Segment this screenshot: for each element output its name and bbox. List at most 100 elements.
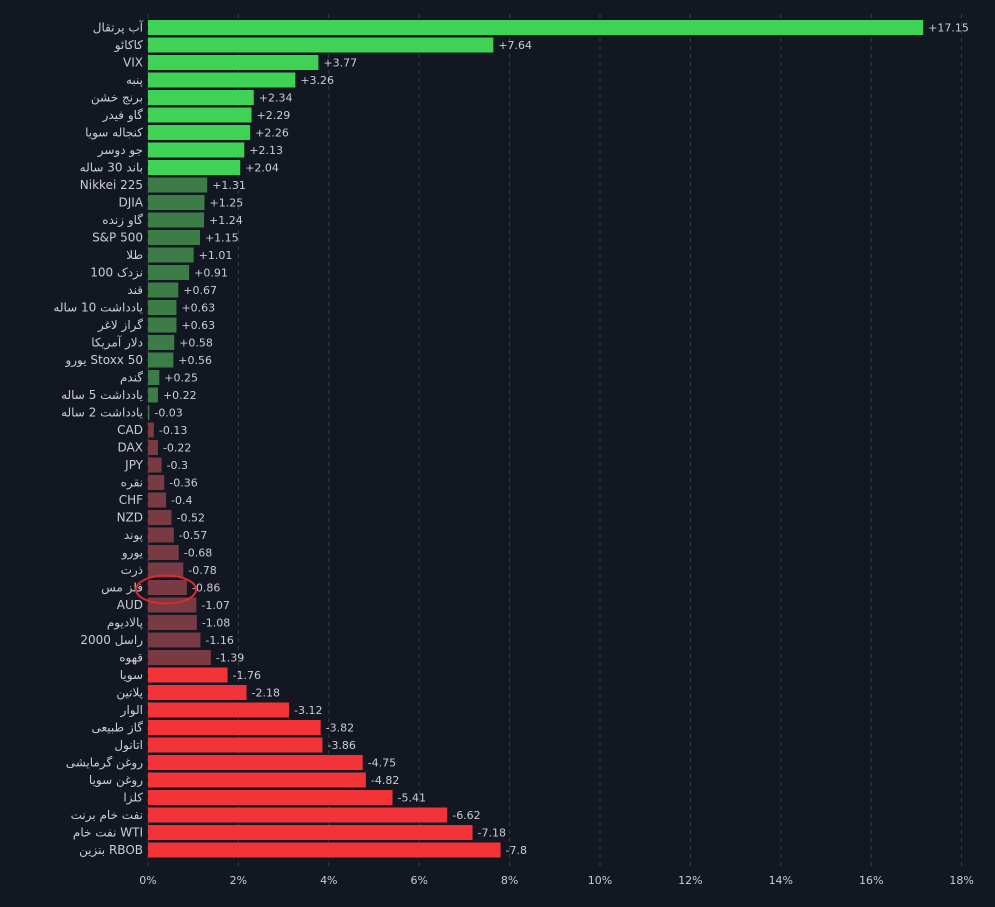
- value-label: +0.25: [164, 372, 198, 385]
- bar: [148, 230, 200, 245]
- x-tick-label: 8%: [501, 874, 518, 887]
- bar: [148, 527, 174, 543]
- x-tick-label: 0%: [139, 874, 156, 887]
- value-label: +3.26: [300, 74, 334, 87]
- value-label: +7.64: [498, 39, 532, 52]
- bar: [148, 825, 473, 840]
- value-label: -0.22: [163, 442, 191, 455]
- category-label: پلاتین: [116, 686, 143, 701]
- bar: [148, 685, 247, 700]
- value-label: -0.86: [192, 582, 220, 595]
- bar: [148, 90, 254, 105]
- value-label: +1.25: [210, 197, 244, 210]
- value-label: -0.36: [169, 477, 197, 490]
- category-label: باند 30 ساله: [80, 161, 143, 175]
- bar: [148, 282, 179, 298]
- value-label: -1.16: [205, 634, 233, 647]
- value-label: +3.77: [323, 57, 357, 70]
- category-label: AUD: [117, 598, 143, 612]
- value-label: -4.82: [371, 774, 399, 787]
- x-tick-label: 10%: [588, 874, 612, 887]
- value-label: -1.39: [216, 652, 244, 665]
- bar: [148, 317, 177, 333]
- value-label: +2.29: [257, 109, 291, 122]
- value-label: +1.31: [212, 179, 246, 192]
- bar: [148, 772, 366, 788]
- bar: [148, 107, 252, 123]
- value-label: +0.91: [194, 267, 228, 280]
- value-label: +0.58: [179, 337, 213, 350]
- category-label: یادداشت 10 ساله: [53, 301, 143, 315]
- category-label: پالادیوم: [107, 616, 143, 631]
- category-label: VIX: [123, 56, 143, 70]
- bar: [148, 650, 211, 665]
- category-label: قند: [127, 283, 143, 297]
- bar: [148, 370, 160, 385]
- value-label: +0.67: [183, 284, 217, 297]
- value-label: -0.4: [171, 494, 192, 507]
- category-label: نفت خام WTI: [73, 826, 143, 840]
- category-label: پوند: [124, 528, 143, 543]
- value-label: -3.82: [326, 722, 354, 735]
- category-label: ذرت: [121, 563, 143, 578]
- value-label: +2.04: [245, 162, 279, 175]
- x-tick-label: 18%: [949, 874, 973, 887]
- value-label: -7.18: [478, 827, 506, 840]
- bar: [148, 247, 194, 263]
- value-label: -7.8: [506, 844, 527, 857]
- bar: [148, 667, 228, 683]
- category-label: CHF: [119, 493, 143, 507]
- bar: [148, 580, 187, 595]
- value-label: +0.63: [181, 319, 215, 332]
- category-label: S&P 500: [92, 231, 143, 245]
- category-label: بنزین RBOB: [79, 843, 143, 858]
- bar: [148, 300, 177, 315]
- value-label: -1.76: [233, 669, 261, 682]
- bar: [148, 790, 393, 805]
- category-label: یادداشت 2 ساله: [61, 406, 143, 420]
- value-label: -3.86: [327, 739, 355, 752]
- value-label: +1.15: [205, 232, 239, 245]
- bar: [148, 405, 150, 420]
- category-label: کاکائو: [114, 38, 144, 53]
- category-label: نفت خام برنت: [71, 808, 143, 823]
- value-label: -3.12: [294, 704, 322, 717]
- value-label: -1.08: [202, 617, 230, 630]
- category-label: Nikkei 225: [80, 178, 143, 192]
- highlight-circle: [135, 574, 197, 605]
- category-label: قهوه: [119, 651, 143, 666]
- bar: [148, 597, 197, 613]
- category-label: نقره: [121, 476, 143, 491]
- category-label: دلار آمریکا: [91, 335, 143, 351]
- category-label: DAX: [118, 441, 143, 455]
- category-label: DJIA: [118, 196, 143, 210]
- value-label: -4.75: [368, 757, 396, 770]
- x-tick-label: 12%: [678, 874, 702, 887]
- x-tick-label: 16%: [859, 874, 883, 887]
- category-label: NZD: [117, 511, 143, 525]
- bar: [148, 160, 241, 175]
- bar: [148, 510, 172, 525]
- category-label: جو دوسر: [97, 143, 143, 158]
- bar: [148, 177, 208, 193]
- value-label: -5.41: [398, 792, 426, 805]
- value-label: -0.57: [179, 529, 207, 542]
- category-label: پنبه: [126, 73, 143, 87]
- bar: [148, 720, 321, 735]
- category-label: نزدک 100: [90, 266, 143, 281]
- value-label: -0.68: [184, 547, 212, 560]
- category-label: گندم: [120, 371, 143, 385]
- bar: [148, 702, 290, 718]
- bar: [148, 492, 167, 508]
- bar: [148, 387, 158, 403]
- bar: [148, 212, 205, 228]
- value-label: -0.03: [154, 407, 182, 420]
- bar: [148, 72, 296, 88]
- value-label: -0.13: [159, 424, 187, 437]
- category-label: طلا: [126, 248, 143, 262]
- x-tick-label: 2%: [230, 874, 247, 887]
- category-label: یورو Stoxx 50: [64, 353, 143, 368]
- bar: [148, 842, 501, 858]
- bar: [148, 335, 175, 350]
- bar: [148, 37, 494, 53]
